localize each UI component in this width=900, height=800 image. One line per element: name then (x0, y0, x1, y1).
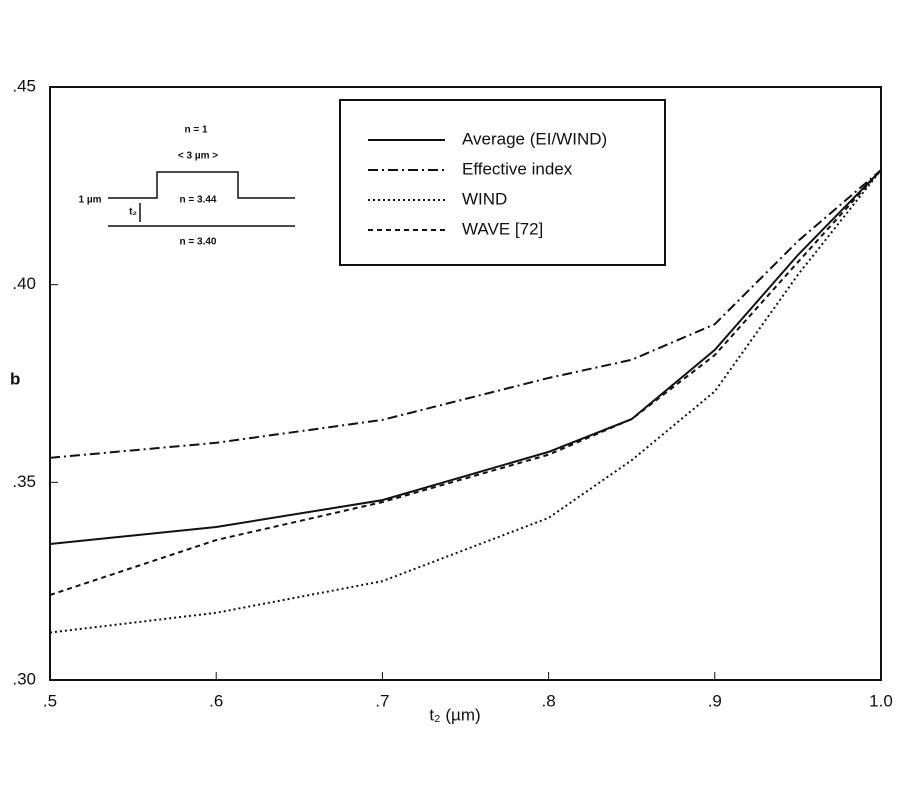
x-tick-label: .6 (209, 691, 223, 710)
series-line (49, 169, 882, 634)
y-axis-label: b (10, 369, 20, 388)
inset-diagram (108, 171, 295, 227)
rib-outline (108, 171, 295, 199)
annotation: n = 3.40 (180, 237, 217, 248)
legend-label: WIND (462, 189, 507, 208)
annotation: n = 1 (184, 125, 208, 136)
annotation: n = 3.44 (180, 195, 217, 206)
series-line (49, 169, 882, 545)
y-tick-label: .30 (12, 669, 36, 688)
annotation: t₂ (129, 207, 137, 218)
plot-frame (49, 86, 882, 681)
annotation: < 3 µm > (178, 151, 218, 162)
x-tick-label: .9 (708, 691, 722, 710)
legend-box (339, 99, 666, 266)
y-tick-label: .40 (12, 274, 36, 293)
x-axis-label: t₂ (µm) (429, 705, 480, 724)
legend-label: WAVE [72] (462, 219, 543, 238)
series-line (49, 169, 882, 459)
annotation: 1 µm (79, 195, 102, 206)
legend-label: Average (EI/WIND) (462, 129, 607, 148)
x-tick-label: 1.0 (869, 691, 893, 710)
y-tick-label: .35 (12, 472, 36, 491)
legend-label: Effective index (462, 159, 573, 178)
y-tick-label: .45 (12, 76, 36, 95)
x-tick-label: .7 (375, 691, 389, 710)
x-tick-label: .8 (542, 691, 556, 710)
x-tick-label: .5 (43, 691, 57, 710)
